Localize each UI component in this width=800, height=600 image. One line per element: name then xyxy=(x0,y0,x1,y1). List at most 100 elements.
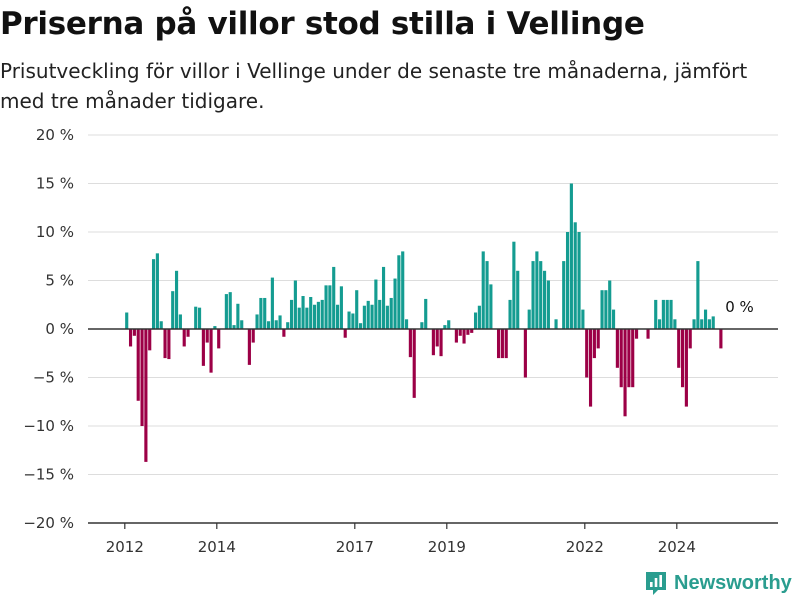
bar xyxy=(309,296,313,329)
bar xyxy=(496,329,501,359)
bar xyxy=(420,322,424,329)
bar xyxy=(489,284,493,329)
bar xyxy=(657,319,662,329)
bar xyxy=(389,297,393,329)
bar xyxy=(673,319,677,329)
y-tick-label: 5 % xyxy=(45,272,74,290)
bar xyxy=(186,329,190,337)
bar xyxy=(381,266,386,329)
bar xyxy=(213,326,217,329)
bar xyxy=(562,261,566,329)
bar xyxy=(454,329,458,343)
bar xyxy=(700,319,704,329)
y-tick-label: 0 % xyxy=(45,320,74,338)
y-tick-label: −5 % xyxy=(33,369,74,387)
bar xyxy=(619,329,623,388)
bar xyxy=(512,241,516,329)
bar xyxy=(132,329,136,336)
bar xyxy=(443,325,447,329)
bar xyxy=(477,305,481,329)
bar xyxy=(155,253,159,329)
axes: 20 % 15 % 10 % 5 % 0 % −5 % −10 % −15 % −20 % 201… xyxy=(23,126,778,556)
bar xyxy=(458,329,462,336)
bar xyxy=(680,329,685,388)
annotations: 0 % xyxy=(725,298,754,316)
x-tick-label: 2024 xyxy=(658,538,696,556)
bar xyxy=(228,292,232,329)
bar xyxy=(404,319,409,329)
bar xyxy=(581,309,585,329)
bar xyxy=(374,279,378,329)
y-tick-label: 20 % xyxy=(36,126,74,144)
bar xyxy=(201,329,205,366)
bar xyxy=(282,329,286,337)
bar xyxy=(481,251,485,329)
x-tick-label: 2012 xyxy=(106,538,144,556)
bar xyxy=(347,311,351,329)
bar xyxy=(263,297,267,329)
bar xyxy=(719,329,723,349)
bar xyxy=(539,261,543,329)
bar xyxy=(316,301,320,329)
bar xyxy=(286,322,290,329)
bar xyxy=(692,319,696,329)
bar xyxy=(634,329,639,339)
bar xyxy=(535,251,539,329)
bar xyxy=(565,232,570,329)
bar xyxy=(136,329,140,401)
bar xyxy=(125,312,129,329)
bar xyxy=(462,329,466,344)
bar xyxy=(554,319,558,329)
bar xyxy=(397,255,401,329)
bar xyxy=(412,329,416,398)
bar xyxy=(431,329,435,356)
bar xyxy=(232,325,236,329)
bar xyxy=(435,329,439,347)
bar xyxy=(439,329,443,357)
bar xyxy=(289,299,294,329)
bar xyxy=(696,261,700,329)
bar xyxy=(140,329,144,426)
bar xyxy=(148,329,152,351)
bar xyxy=(274,320,278,329)
bar xyxy=(301,296,305,329)
bar xyxy=(401,251,405,329)
bar xyxy=(408,329,412,358)
bar xyxy=(600,290,604,329)
y-tick-label: −10 % xyxy=(23,417,74,435)
bar xyxy=(661,299,665,329)
bar xyxy=(627,329,631,388)
bar xyxy=(623,329,627,417)
newsworthy-logo-icon xyxy=(646,572,666,595)
bar xyxy=(209,329,213,373)
bar xyxy=(224,294,228,329)
bar xyxy=(144,329,148,462)
bar xyxy=(217,329,221,349)
y-tick-label: 15 % xyxy=(36,175,74,193)
bar xyxy=(355,290,359,329)
bar xyxy=(247,329,251,365)
bar xyxy=(197,307,202,329)
latest-value-label: 0 % xyxy=(725,298,754,316)
bar xyxy=(251,329,255,343)
x-tick-label: 2014 xyxy=(198,538,236,556)
bar xyxy=(240,320,244,329)
bar xyxy=(604,290,608,329)
bar xyxy=(370,304,374,329)
bar xyxy=(684,329,688,407)
bar xyxy=(424,298,428,329)
bar xyxy=(378,299,382,329)
bar xyxy=(531,261,535,329)
bar xyxy=(500,329,504,359)
bar xyxy=(205,329,209,343)
x-tick-label: 2022 xyxy=(566,538,604,556)
bar xyxy=(615,329,619,368)
bar xyxy=(447,320,451,329)
bar xyxy=(332,266,336,329)
y-tick-label: 10 % xyxy=(36,223,74,241)
bar xyxy=(270,277,274,329)
bar xyxy=(167,329,171,360)
bar xyxy=(596,329,600,349)
bar xyxy=(703,309,708,329)
